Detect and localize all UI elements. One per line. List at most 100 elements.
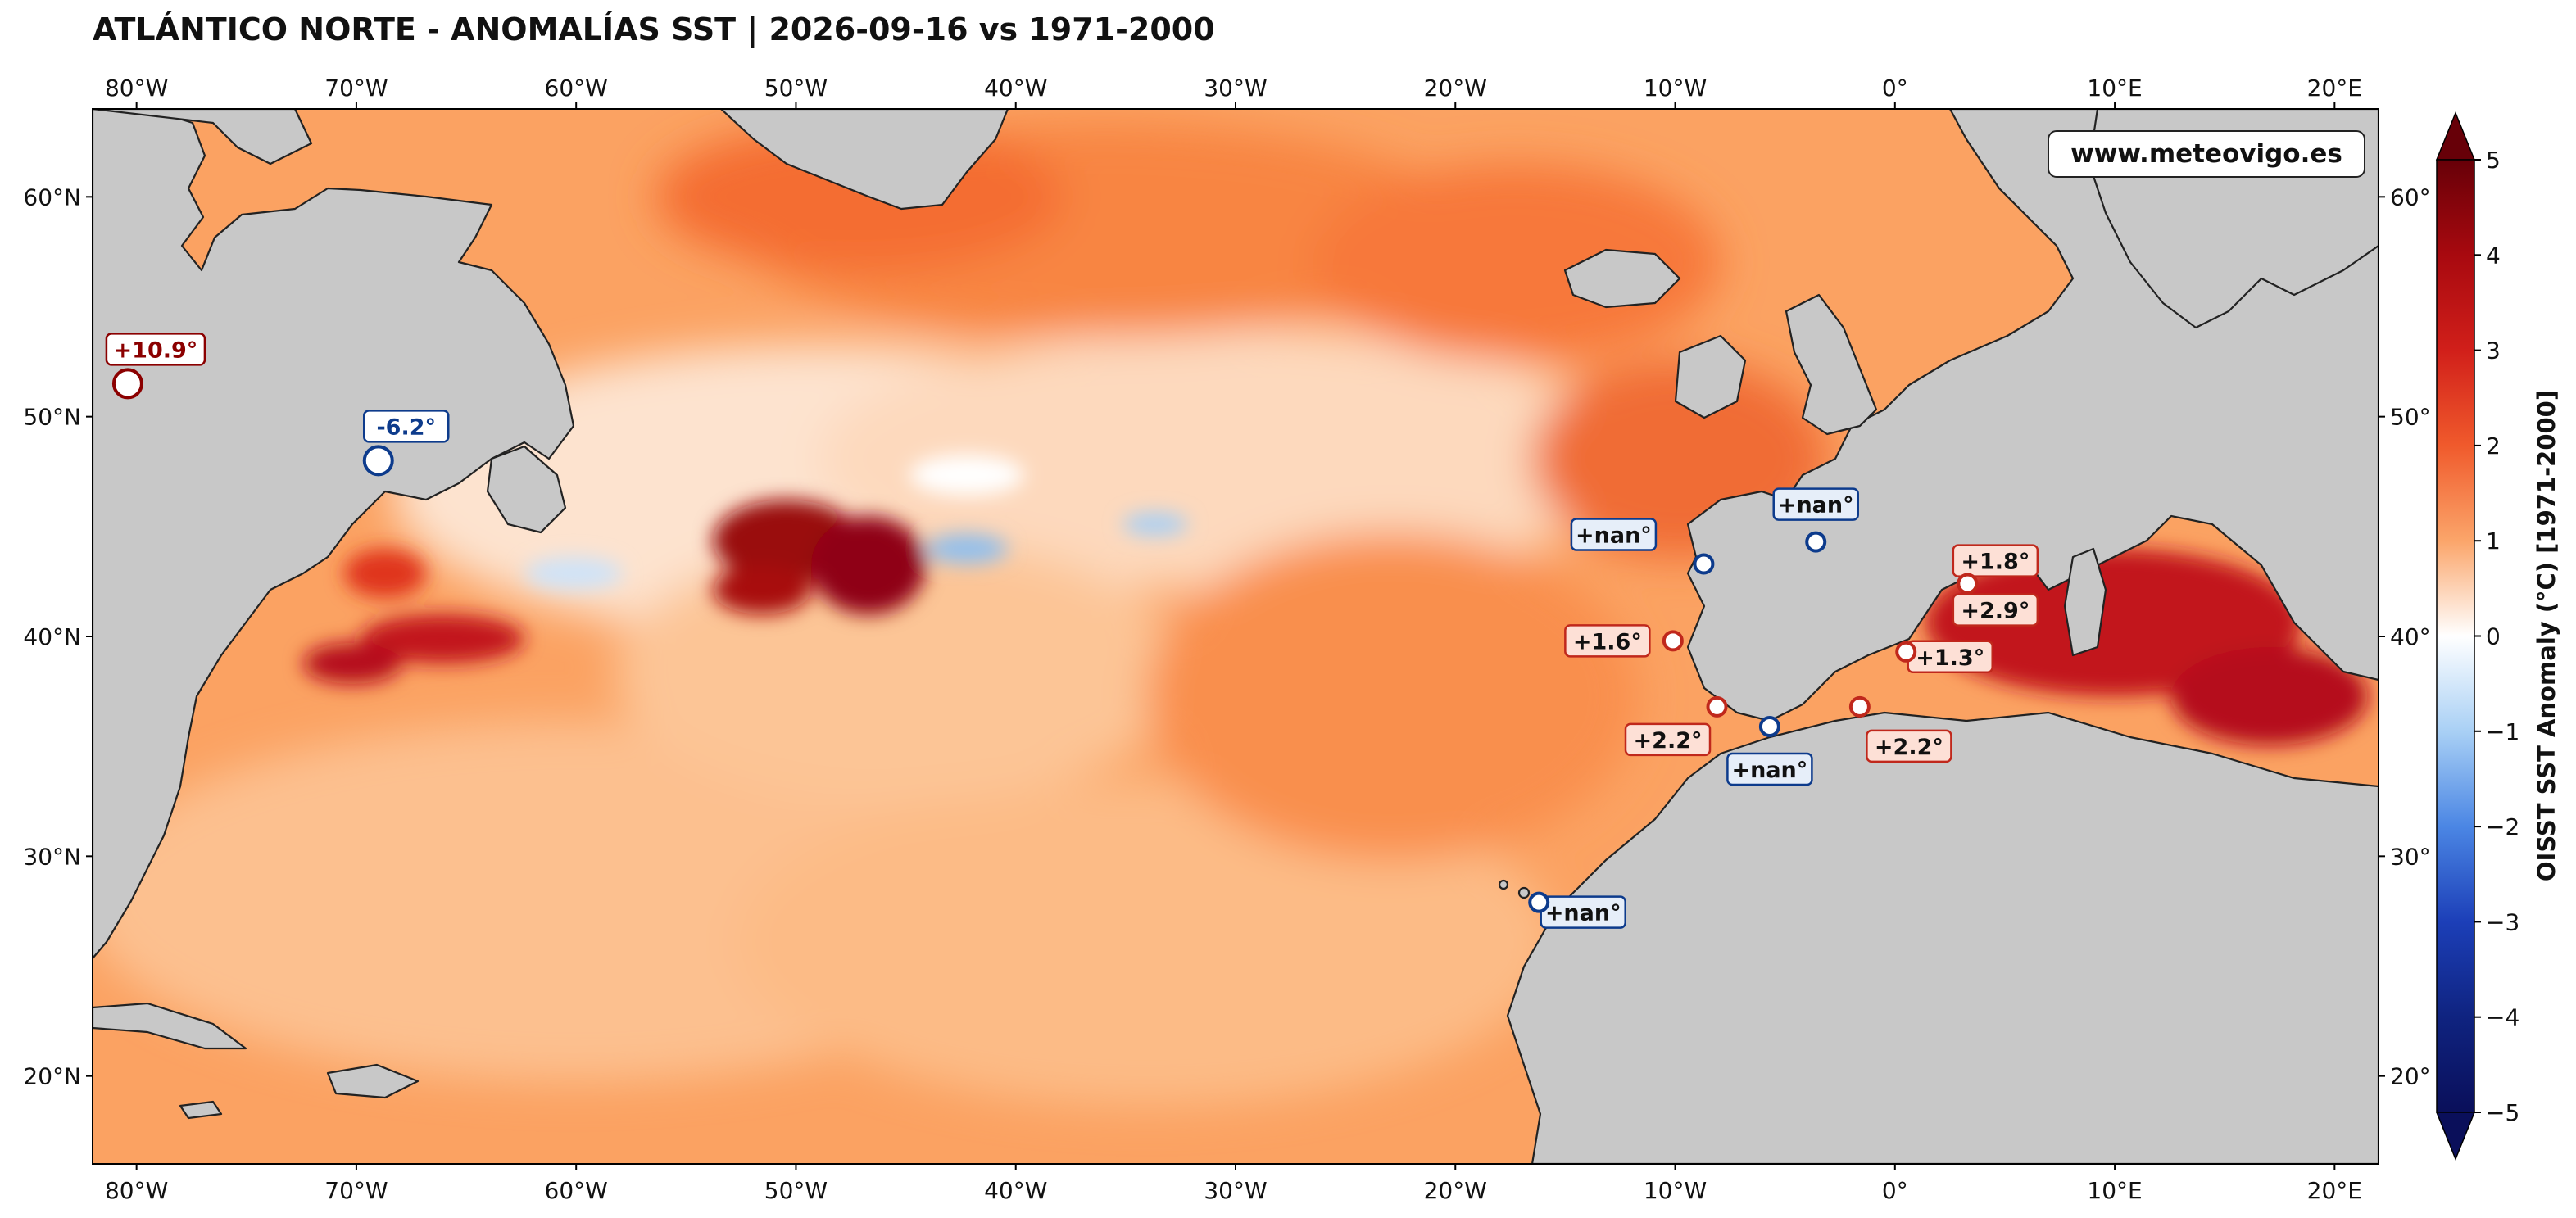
lon-tick-label-top: 50°W xyxy=(764,75,828,102)
station-marker[interactable]: +2.2° xyxy=(1848,695,1952,763)
station-dot xyxy=(1706,695,1728,718)
lon-tick-label-top: 80°W xyxy=(105,75,168,102)
lon-tick-label-bottom: 10°E xyxy=(2087,1177,2142,1204)
lon-tick-label-bottom: 10°W xyxy=(1644,1177,1707,1204)
station-label: +nan° xyxy=(1778,493,1854,518)
watermark-box: www.meteovigo.es xyxy=(2048,130,2365,178)
colorbar-tick-label: 5 xyxy=(2486,147,2501,174)
station-dot xyxy=(1848,695,1871,718)
lat-tick-label-left: 50°N xyxy=(23,404,81,431)
station-dot xyxy=(362,445,394,477)
lat-tick-label-left: 20°N xyxy=(23,1063,81,1090)
station-label-box xyxy=(1570,518,1658,551)
station-label-box xyxy=(1952,593,2039,627)
station-label: +2.9° xyxy=(1961,599,2030,624)
colorbar-tick-label: 2 xyxy=(2486,432,2501,460)
station-label-box xyxy=(363,410,450,443)
station-marker[interactable]: +1.3° xyxy=(1895,640,1993,674)
colorbar-tick-label: −5 xyxy=(2486,1099,2519,1126)
lon-tick-label-top: 40°W xyxy=(984,75,1047,102)
station-marker[interactable]: +nan° xyxy=(1528,891,1626,929)
station-dot xyxy=(111,368,143,400)
station-marker[interactable]: +2.9° xyxy=(1952,573,2039,627)
lon-tick-label-bottom: 40°W xyxy=(984,1177,1047,1204)
colorbar-extend-max xyxy=(2435,111,2476,161)
lon-tick-label-bottom: 20°E xyxy=(2307,1177,2362,1204)
colorbar-tick-label: −3 xyxy=(2486,908,2519,935)
station-marker[interactable]: +10.9° xyxy=(105,333,206,400)
colorbar-label: OISST SST Anomaly (°C) [1971-2000] xyxy=(2533,390,2560,881)
station-dot xyxy=(1693,553,1715,575)
station-label-box xyxy=(1866,729,1952,763)
station-markers: +10.9° -6.2° +nan° +nan° +1.6° +1.8° +2.9° +1.3… xyxy=(105,333,2039,929)
figure-title: ATLÁNTICO NORTE - ANOMALÍAS SST | 2026-0… xyxy=(93,11,1215,48)
station-label: +1.8° xyxy=(1961,550,2030,575)
station-marker[interactable]: +nan° xyxy=(1726,716,1813,786)
land-north-america-north xyxy=(93,109,313,165)
lon-tick-label-top: 10°E xyxy=(2087,75,2142,102)
lon-tick-label-top: 0° xyxy=(1882,75,1908,102)
station-marker[interactable]: -6.2° xyxy=(362,410,450,477)
station-dot xyxy=(1662,630,1684,652)
station-marker[interactable]: +nan° xyxy=(1570,518,1715,575)
lat-tick-label-right: 20° xyxy=(2390,1063,2431,1090)
station-label: +2.2° xyxy=(1634,728,1703,754)
station-label-box xyxy=(1772,487,1859,521)
map-axes: 80°W 80°W 70°W 70°W 60°W 60°W 50°W 50°W 40°W 40°W… xyxy=(23,75,2430,1204)
station-label: +nan° xyxy=(1545,901,1621,926)
lon-tick-label-bottom: 70°W xyxy=(324,1177,388,1204)
station-label: +nan° xyxy=(1731,758,1807,783)
colorbar-tick-label: 4 xyxy=(2486,242,2501,269)
watermark-text: www.meteovigo.es xyxy=(2070,139,2342,169)
land-jamaica xyxy=(179,1100,223,1120)
lat-tick-label-left: 40°N xyxy=(23,623,81,650)
station-label-box xyxy=(1624,722,1712,757)
colorbar-tick-label: −1 xyxy=(2486,718,2519,745)
station-marker[interactable]: +1.6° xyxy=(1564,624,1684,658)
colorbar-tick-label: −2 xyxy=(2486,813,2519,840)
lon-tick-label-bottom: 30°W xyxy=(1204,1177,1267,1204)
colorbar-extend-min xyxy=(2435,1112,2476,1161)
lon-tick-label-top: 20°E xyxy=(2307,75,2362,102)
land-north-america xyxy=(93,109,575,960)
lon-tick-label-top: 30°W xyxy=(1204,75,1267,102)
land-greenland xyxy=(719,109,1009,211)
station-label: +nan° xyxy=(1576,523,1652,548)
lon-tick-label-top: 60°W xyxy=(545,75,608,102)
colorbar-tick-label: 0 xyxy=(2486,623,2501,650)
lon-tick-label-bottom: 50°W xyxy=(764,1177,828,1204)
lon-tick-label-bottom: 20°W xyxy=(1424,1177,1487,1204)
colorbar-ramp xyxy=(2436,159,2475,1113)
lat-tick-label-right: 30° xyxy=(2390,843,2431,870)
land-sardinia xyxy=(2063,547,2107,657)
lon-tick-label-bottom: 60°W xyxy=(545,1177,608,1204)
land-cuba xyxy=(93,1002,247,1050)
station-marker[interactable]: +2.2° xyxy=(1624,695,1728,757)
station-label-box xyxy=(1952,544,2039,577)
land-canary-2 xyxy=(1498,879,1509,890)
land-canary-1 xyxy=(1517,886,1531,899)
lat-tick-label-right: 40° xyxy=(2390,623,2431,650)
station-label-box xyxy=(105,333,206,366)
lat-tick-label-left: 60°N xyxy=(23,183,81,211)
station-marker[interactable]: +nan° xyxy=(1772,487,1859,553)
lon-tick-label-top: 20°W xyxy=(1424,75,1487,102)
land-ireland xyxy=(1674,334,1747,419)
station-label: +2.2° xyxy=(1875,735,1943,760)
sst-anomaly-field xyxy=(93,109,2379,1164)
land-newfoundland xyxy=(486,445,567,534)
colorbar-tick-label: 1 xyxy=(2486,527,2501,555)
station-dot xyxy=(1528,891,1550,913)
land-iceland xyxy=(1563,248,1681,309)
station-dot xyxy=(1805,531,1827,553)
lon-tick-label-bottom: 80°W xyxy=(105,1177,168,1204)
station-label: +1.3° xyxy=(1916,645,1984,671)
station-label: +1.6° xyxy=(1573,629,1642,654)
land-great-britain xyxy=(1785,293,1878,436)
colorbar-ticks: 5 4 3 2 1 0 −1 −2 −3 −4 −5 xyxy=(2474,147,2519,1126)
station-dot xyxy=(1957,573,1979,595)
lon-tick-label-bottom: 0° xyxy=(1882,1177,1908,1204)
colorbar-tick-label: 3 xyxy=(2486,337,2501,364)
